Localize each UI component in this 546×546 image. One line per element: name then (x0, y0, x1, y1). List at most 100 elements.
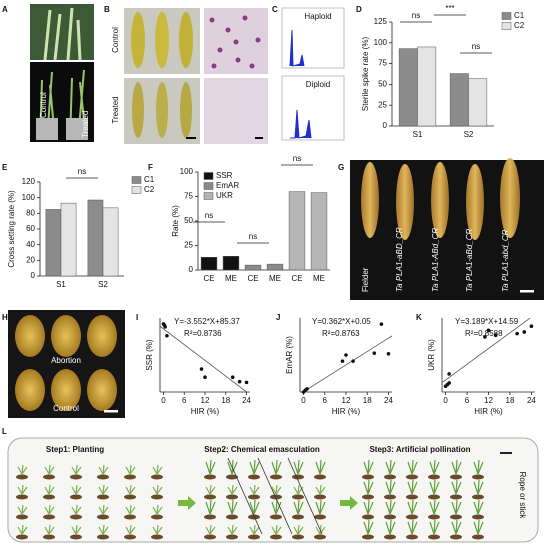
panel-h-label: Control (53, 404, 79, 413)
r-squared: R²=0.8588 (465, 329, 503, 338)
bar (244, 264, 262, 271)
annotation: ns (249, 232, 257, 241)
plant (98, 524, 109, 535)
x-tick-label: S2 (98, 280, 108, 289)
plant (152, 464, 163, 475)
bar (266, 263, 284, 271)
annotation: ns (205, 211, 213, 220)
soil (472, 494, 484, 500)
bar (45, 209, 62, 277)
point (230, 375, 235, 380)
panel-b-row-label: Treated (111, 96, 120, 123)
panel-c-plot: Haploid Diploid (281, 7, 345, 141)
point (447, 372, 451, 376)
soil (97, 534, 109, 540)
soil (97, 514, 109, 520)
soil (151, 494, 163, 500)
x-tick-label: ME (225, 274, 237, 283)
legend-swatch (131, 176, 142, 184)
plant (205, 524, 216, 535)
soil (151, 474, 163, 480)
panel-letter: E (2, 163, 8, 172)
annotation: ns (293, 154, 301, 163)
legend-swatch (131, 186, 142, 194)
x-axis-label: HIR (%) (474, 407, 503, 416)
point (522, 330, 527, 334)
plant (363, 459, 374, 475)
plant (17, 524, 28, 535)
soil (16, 514, 28, 520)
soil (124, 514, 136, 520)
bar (449, 73, 469, 127)
plant (473, 499, 484, 515)
plant (44, 464, 55, 475)
point (199, 367, 204, 371)
soil (406, 494, 418, 500)
plant (407, 459, 418, 475)
point (493, 333, 498, 338)
panel-letter: L (2, 427, 7, 436)
plant (363, 479, 374, 495)
point (351, 359, 355, 363)
plant (71, 524, 82, 535)
panel-b-photo: Control Treated (111, 8, 268, 144)
divider (257, 457, 293, 535)
x-tick-label: 12 (342, 396, 351, 405)
soil (204, 514, 216, 520)
soil (406, 474, 418, 480)
point (483, 335, 487, 339)
soil (472, 534, 484, 540)
soil (362, 494, 374, 500)
y-axis-label: Cross setting rate (%) (7, 190, 16, 268)
point (447, 381, 451, 385)
y-axis-label: SSR (%) (145, 339, 154, 370)
soil (292, 514, 304, 520)
plant (385, 459, 396, 475)
plant (125, 464, 136, 475)
bar (87, 199, 104, 277)
soil (472, 474, 484, 480)
y-tick-label: 60 (26, 224, 35, 233)
y-tick-label: 75 (184, 192, 193, 201)
soil (450, 474, 462, 480)
legend-label: SSR (216, 171, 233, 180)
soil (362, 474, 374, 480)
annotation: ns (472, 42, 480, 51)
annotation: ns (412, 11, 420, 20)
soil (248, 534, 260, 540)
panel-a-label: Control (39, 92, 48, 118)
plant (71, 484, 82, 495)
panel-l-scheme: Step1: Planting Step2: Chemical emascula… (7, 437, 539, 543)
soil (384, 494, 396, 500)
legend-swatch (203, 172, 214, 180)
soil (270, 494, 282, 500)
soil (226, 514, 238, 520)
legend-label: C2 (514, 21, 525, 30)
plant (385, 519, 396, 535)
y-tick-label: 40 (26, 240, 35, 249)
plant (385, 479, 396, 495)
soil (384, 534, 396, 540)
soil (384, 474, 396, 480)
plant (249, 499, 260, 515)
soil (314, 514, 326, 520)
soil (248, 474, 260, 480)
plant (17, 464, 28, 475)
equation: Y=0.362*X+0.05 (312, 317, 371, 326)
y-tick-label: 100 (180, 167, 194, 176)
step-title: Step1: Planting (46, 445, 104, 454)
soil (450, 494, 462, 500)
legend-swatch (203, 182, 214, 190)
plant (315, 499, 326, 515)
plant (451, 499, 462, 515)
legend-label: EmAR (216, 181, 239, 190)
plant (17, 484, 28, 495)
panel-a-photo: Control Treated (30, 4, 94, 142)
panel-letter: K (416, 313, 422, 322)
point (244, 380, 249, 385)
soil (204, 474, 216, 480)
soil (314, 494, 326, 500)
legend-label: C1 (144, 175, 155, 184)
plant (17, 504, 28, 515)
